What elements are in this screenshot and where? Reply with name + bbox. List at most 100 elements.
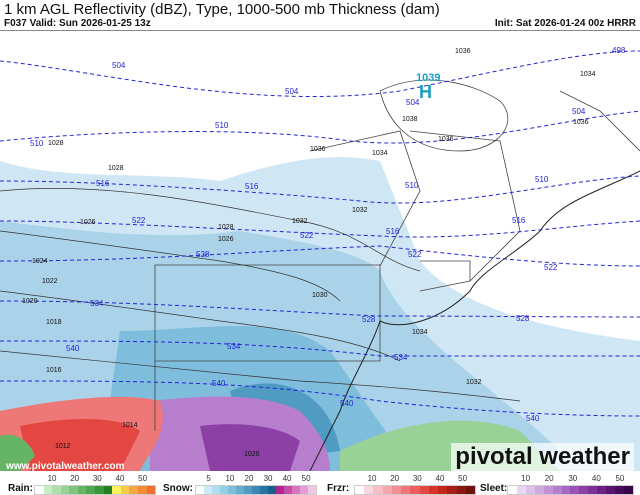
svg-text:510: 510	[215, 121, 229, 130]
svg-text:504: 504	[112, 61, 126, 70]
svg-text:522: 522	[408, 250, 422, 259]
sleet-color-swatch	[606, 486, 616, 494]
svg-text:510: 510	[405, 181, 419, 190]
svg-text:504: 504	[572, 107, 586, 116]
svg-text:504: 504	[285, 87, 299, 96]
rain-color-swatch	[146, 486, 156, 494]
svg-text:498: 498	[612, 46, 626, 55]
rain-color-swatch	[103, 486, 113, 494]
snow-color-swatch	[204, 486, 212, 494]
snow-color-swatch	[212, 486, 220, 494]
rain-color-swatch	[120, 486, 130, 494]
svg-text:1032: 1032	[292, 218, 308, 225]
snow-color-swatch	[268, 486, 276, 494]
svg-text:1034: 1034	[372, 150, 388, 157]
rain-color-swatch	[129, 486, 138, 494]
frzr-tick-label: 30	[412, 474, 422, 483]
snow-label: Snow:	[163, 483, 193, 494]
frzr-color-swatch	[401, 486, 411, 494]
rain-color-swatch	[112, 486, 121, 494]
sleet-color-swatch	[588, 486, 598, 494]
svg-text:540: 540	[212, 379, 226, 388]
snow-color-swatch	[308, 486, 316, 494]
svg-text:1014: 1014	[122, 422, 138, 429]
sleet-color-swatch	[615, 486, 624, 494]
svg-text:1036: 1036	[455, 48, 471, 55]
snow-color-swatch	[228, 486, 236, 494]
snow-tick-label: 40	[282, 474, 292, 483]
frzr-tick-label: 20	[390, 474, 400, 483]
rain-color-swatch	[35, 486, 44, 494]
rain-tick-label: 40	[115, 474, 125, 483]
snow-color-swatch	[244, 486, 252, 494]
svg-text:1024: 1024	[32, 258, 48, 265]
svg-text:534: 534	[227, 342, 241, 351]
sleet-tick-label: 40	[591, 474, 601, 483]
rain-color-swatch	[137, 486, 147, 494]
frzr-tick-label: 10	[367, 474, 377, 483]
pressure-contours	[0, 79, 521, 402]
frzr-color-swatch	[391, 486, 402, 494]
snow-color-swatch	[276, 486, 284, 494]
svg-text:1032: 1032	[352, 207, 368, 214]
snow-color-swatch	[292, 486, 300, 494]
svg-text:534: 534	[394, 353, 408, 362]
freezing-rain-shading	[0, 396, 163, 471]
svg-text:510: 510	[30, 139, 44, 148]
frzr-color-swatch	[465, 486, 476, 494]
thickness-labels: 498 504 504 504 504 510 510 510 510 516 …	[30, 46, 626, 423]
svg-text:522: 522	[132, 216, 146, 225]
svg-text:1028: 1028	[218, 224, 234, 231]
svg-text:1018: 1018	[46, 319, 62, 326]
frzr-tick-label: 40	[435, 474, 445, 483]
sleet-tick-label: 50	[615, 474, 625, 483]
svg-text:1030: 1030	[312, 292, 328, 299]
snow-color-swatch	[196, 486, 204, 494]
svg-text:534: 534	[90, 299, 104, 308]
sleet-color-swatch	[597, 486, 607, 494]
rain-tick-label: 50	[138, 474, 148, 483]
sleet-color-swatch	[552, 486, 562, 494]
sleet-color-swatch	[508, 486, 517, 494]
svg-text:540: 540	[340, 399, 354, 408]
valid-time: F037 Valid: Sun 2026-01-25 13z	[4, 18, 151, 29]
svg-text:522: 522	[300, 231, 314, 240]
svg-text:1038: 1038	[402, 116, 418, 123]
sleet-label: Sleet:	[480, 483, 508, 494]
snow-tick-label: 10	[225, 474, 235, 483]
snow-color-swatch	[300, 486, 308, 494]
frzr-color-swatch	[355, 486, 365, 494]
high-pressure-center: 1039 H	[416, 72, 440, 102]
website-url: www.pivotalweather.com	[6, 461, 125, 472]
sleet-tick-label: 30	[568, 474, 578, 483]
sleet-shading	[150, 396, 330, 471]
rain-tick-label: 10	[47, 474, 57, 483]
map-title: 1 km AGL Reflectivity (dBZ), Type, 1000-…	[4, 1, 440, 18]
rain-tick-label: 30	[92, 474, 102, 483]
svg-text:1036: 1036	[310, 146, 326, 153]
svg-text:528: 528	[196, 250, 210, 259]
precip-type-legend: Rain: 10 20 30 40 50 Snow: 5 10 20 30 40 50 Frzr:…	[0, 474, 640, 495]
sleet-color-swatch	[623, 486, 633, 494]
snow-tick-label: 20	[244, 474, 254, 483]
sleet-color-swatch	[525, 486, 535, 494]
snow-color-swatch	[236, 486, 244, 494]
frzr-label: Frzr:	[327, 483, 350, 494]
snow-color-swatch	[220, 486, 228, 494]
frzr-color-swatch	[419, 486, 429, 494]
svg-text:1020: 1020	[22, 298, 38, 305]
svg-text:1028: 1028	[108, 165, 124, 172]
pivotal-weather-logo: pivotal weather	[451, 443, 634, 471]
svg-text:1034: 1034	[580, 71, 596, 78]
rain-color-swatch	[60, 486, 70, 494]
svg-text:1026: 1026	[244, 451, 260, 458]
svg-text:1026: 1026	[80, 219, 96, 226]
weather-map: 498 504 504 504 504 510 510 510 510 516 …	[0, 30, 640, 471]
sleet-color-swatch	[579, 486, 589, 494]
svg-text:540: 540	[526, 414, 540, 423]
svg-text:1036: 1036	[573, 119, 589, 126]
rain-tick-label: 20	[70, 474, 80, 483]
snow-color-swatch	[252, 486, 260, 494]
snow-color-swatch	[284, 486, 292, 494]
frzr-color-swatch	[373, 486, 383, 494]
